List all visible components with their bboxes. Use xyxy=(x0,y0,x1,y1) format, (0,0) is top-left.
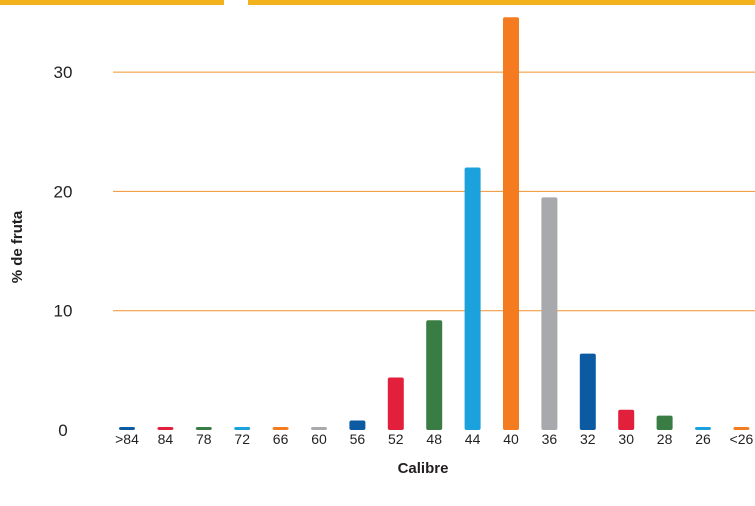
y-axis-ticks: 0 10 20 30 xyxy=(54,63,73,440)
x-tick-label: 28 xyxy=(657,431,673,447)
bar xyxy=(695,427,711,430)
y-tick-label: 10 xyxy=(54,302,73,321)
x-tick-label: 36 xyxy=(542,431,558,447)
x-tick-label: 66 xyxy=(273,431,289,447)
y-axis-title: % de fruta xyxy=(9,210,26,283)
bar xyxy=(656,415,673,430)
top-accent-bar-right xyxy=(248,0,755,5)
bar xyxy=(503,17,519,431)
x-tick-label: 84 xyxy=(158,431,174,447)
bars xyxy=(119,17,750,431)
x-tick-label: >84 xyxy=(115,431,139,447)
bar xyxy=(349,420,366,430)
bar xyxy=(426,320,443,430)
x-tick-label: 30 xyxy=(618,431,634,447)
x-tick-label: 40 xyxy=(503,431,519,447)
bar xyxy=(311,427,327,430)
x-tick-label: 44 xyxy=(465,431,481,447)
x-tick-label: 26 xyxy=(695,431,711,447)
bar xyxy=(541,197,558,430)
bar xyxy=(387,377,404,430)
x-tick-label: 56 xyxy=(350,431,366,447)
bar xyxy=(234,427,251,430)
bar xyxy=(272,427,289,430)
gridlines xyxy=(113,71,755,312)
x-axis-ticks: >84 84 78 72 66 60 56 52 48 44 40 36 32 30 28 26 <26 xyxy=(115,431,753,447)
bar xyxy=(464,167,481,431)
x-tick-label: <26 xyxy=(730,431,754,447)
bar xyxy=(195,427,212,430)
x-axis-title: Calibre xyxy=(398,460,449,477)
bar xyxy=(157,427,174,430)
x-tick-label: 72 xyxy=(234,431,250,447)
top-accent-bar-left xyxy=(0,0,224,5)
y-tick-label: 0 xyxy=(58,421,67,440)
x-tick-label: 52 xyxy=(388,431,404,447)
bar xyxy=(579,353,596,430)
x-tick-label: 60 xyxy=(311,431,327,447)
x-tick-label: 48 xyxy=(426,431,442,447)
bar xyxy=(119,427,135,430)
bar xyxy=(733,427,750,430)
x-tick-label: 78 xyxy=(196,431,212,447)
x-tick-label: 32 xyxy=(580,431,596,447)
y-tick-label: 20 xyxy=(54,182,73,201)
bar xyxy=(618,409,635,430)
y-tick-label: 30 xyxy=(54,63,73,82)
